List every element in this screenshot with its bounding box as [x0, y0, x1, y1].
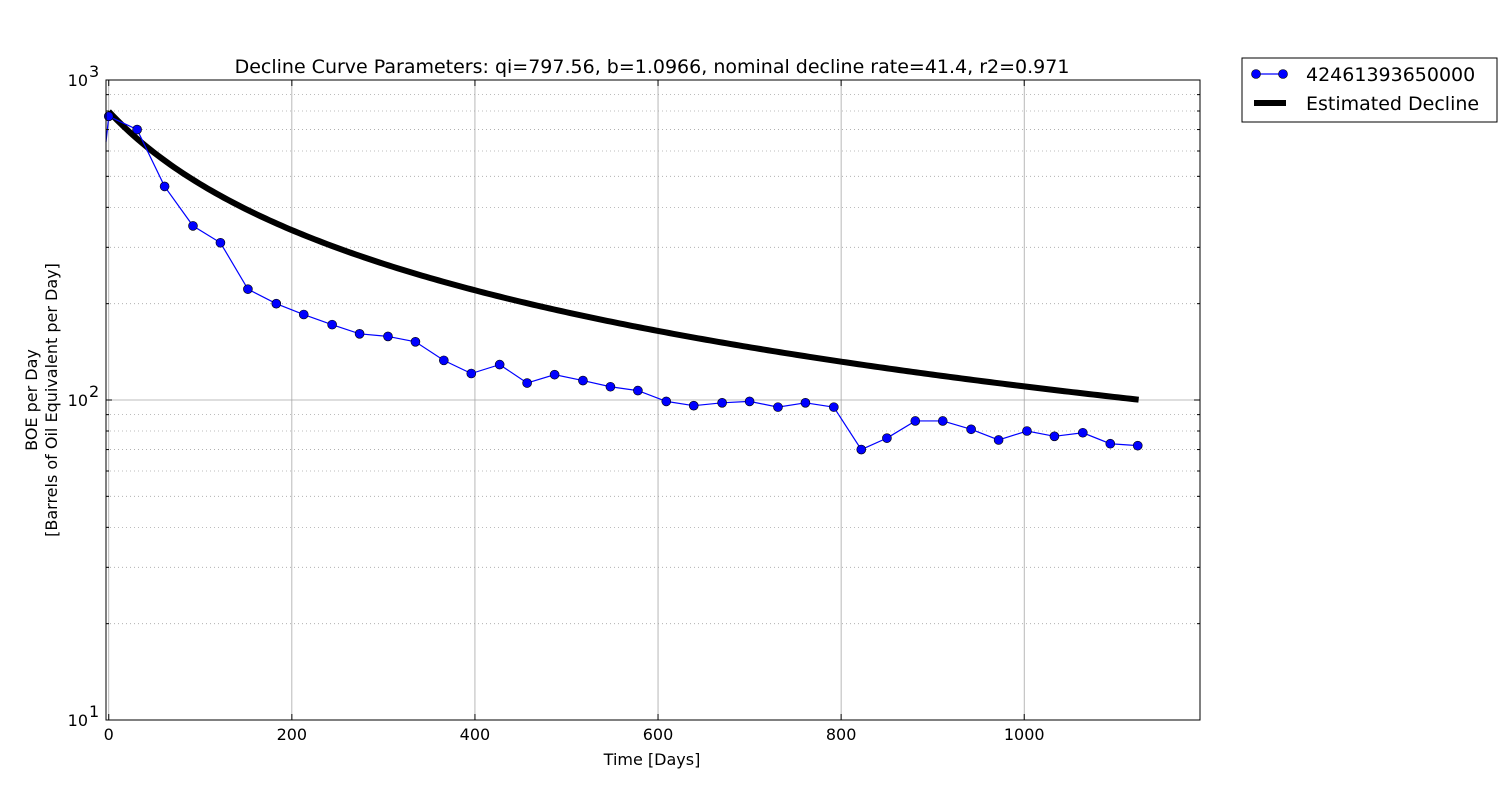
observed-data-point [1105, 438, 1116, 449]
observed-data-point [661, 396, 672, 407]
observed-data-point [383, 331, 393, 342]
legend-marker-observed [1278, 69, 1288, 79]
observed-data-point [605, 381, 616, 392]
legend: 42461393650000 Estimated Decline [1241, 57, 1498, 123]
chart-title: Decline Curve Parameters: qi=797.56, b=1… [235, 56, 1070, 78]
observed-data-point [298, 309, 309, 320]
x-axis-label: Time [Days] [603, 750, 701, 769]
observed-data-point [522, 378, 532, 388]
estimated-decline-line [106, 109, 1139, 403]
observed-data-point [829, 402, 839, 412]
grid-lines [106, 80, 1200, 720]
observed-data-point [688, 400, 699, 411]
observed-data-point [410, 337, 421, 347]
legend-label-observed: 42461393650000 [1306, 64, 1475, 86]
y-tick-label-exponent: 1 [89, 702, 99, 721]
observed-data-point [466, 368, 477, 379]
series-layer [103, 109, 1143, 455]
observed-data-point [800, 398, 811, 408]
observed-data-point [773, 402, 783, 412]
legend-marker-observed [1251, 69, 1261, 79]
observed-data-point [132, 124, 142, 135]
observed-data-point [717, 398, 727, 408]
legend-box [1241, 57, 1498, 123]
observed-data-point [188, 221, 198, 231]
x-tick-label: 600 [643, 725, 674, 744]
y-tick-label-exponent: 2 [89, 382, 99, 401]
observed-data-point [856, 444, 867, 455]
observed-data-point [1132, 440, 1143, 451]
y-tick-label: 10 [68, 71, 88, 90]
x-tick-label: 0 [104, 725, 114, 744]
observed-data-point [439, 355, 449, 366]
y-tick-label: 10 [68, 391, 88, 410]
observed-data-point [993, 435, 1004, 445]
legend-label-estimated: Estimated Decline [1306, 93, 1479, 115]
observed-data-point [966, 424, 976, 435]
observed-data-point [910, 416, 921, 426]
y-tick-label: 10 [68, 711, 88, 730]
observed-data-point [744, 396, 755, 407]
observed-data-point [354, 329, 365, 339]
observed-data-point [1022, 426, 1032, 436]
y-axis-label-line2: [Barrels of Oil Equivalent per Day] [42, 263, 61, 537]
observed-series-line [105, 115, 1138, 451]
observed-data-point [243, 284, 253, 294]
observed-data-point [271, 298, 282, 309]
observed-data-point [159, 181, 170, 192]
x-tick-label: 800 [826, 725, 857, 744]
axis-ticks: 10 110 210 30 200 400 600 800 1000 [68, 62, 1200, 744]
observed-data-point [937, 416, 948, 426]
observed-data-point [327, 319, 337, 330]
y-axis-label-line1: BOE per Day [22, 349, 41, 451]
y-tick-label-exponent: 3 [89, 62, 99, 81]
x-tick-label: 200 [277, 725, 308, 744]
observed-data-point [1049, 431, 1060, 442]
observed-data-point [215, 237, 226, 248]
x-tick-label: 400 [460, 725, 491, 744]
observed-data-point [1078, 427, 1088, 438]
observed-data-point [633, 385, 643, 396]
observed-data-point [882, 433, 892, 443]
observed-data-point [549, 369, 560, 380]
x-tick-label: 1000 [1004, 725, 1045, 744]
observed-data-point [494, 359, 505, 370]
observed-data-point [578, 375, 588, 386]
